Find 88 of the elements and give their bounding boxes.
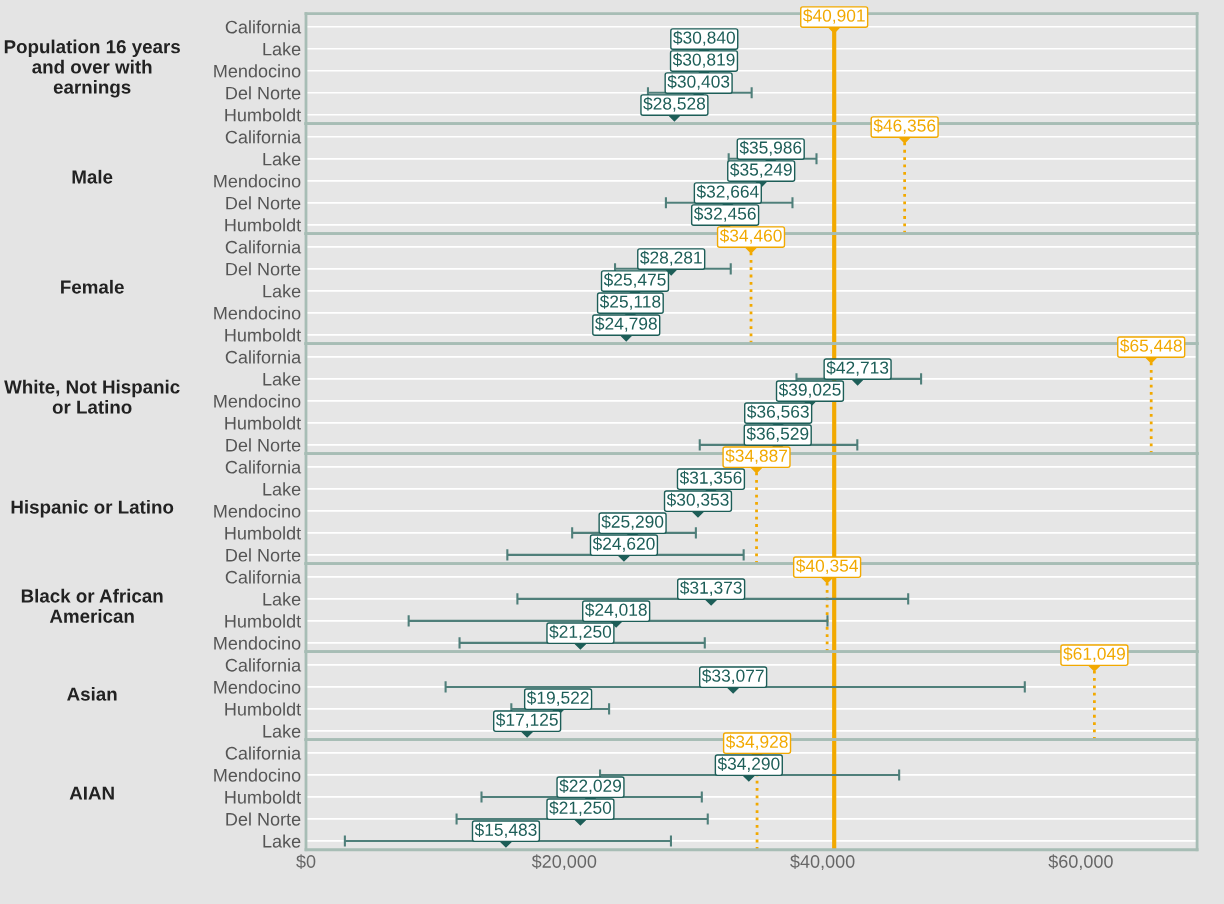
data-label: $21,250 <box>549 800 612 816</box>
y-tick-label: Humboldt <box>225 790 302 804</box>
data-label: $34,928 <box>725 734 788 750</box>
y-tick-label: Lake <box>263 482 301 496</box>
x-tick-label: $40,000 <box>790 854 855 871</box>
y-tick-label: Mendocino <box>214 504 301 518</box>
data-label: $32,456 <box>693 206 756 222</box>
y-tick-label: Mendocino <box>214 174 301 188</box>
y-tick-label: Humboldt <box>225 108 302 122</box>
y-tick-label: California <box>225 240 302 254</box>
y-tick-label: Lake <box>263 592 301 606</box>
data-label: $40,901 <box>803 8 865 24</box>
y-tick-label: Mendocino <box>214 394 301 408</box>
data-label: $22,029 <box>559 778 622 794</box>
data-label: $17,125 <box>495 712 558 728</box>
y-tick-label: Humboldt <box>225 328 302 342</box>
y-tick-label: California <box>225 746 302 760</box>
data-label: $36,563 <box>746 404 809 420</box>
y-tick-label: Mendocino <box>214 306 301 320</box>
y-tick-label: Humboldt <box>225 416 302 430</box>
y-tick-label: Humboldt <box>225 702 302 716</box>
y-tick-label: California <box>225 658 302 672</box>
text: Female <box>61 279 124 294</box>
data-label: $61,049 <box>1063 646 1125 662</box>
data-label: $34,290 <box>717 756 780 772</box>
data-label: $31,356 <box>679 470 742 486</box>
data-label: $30,403 <box>667 74 730 90</box>
y-tick-label: Del Norte <box>226 86 301 100</box>
y-tick-label: Del Norte <box>226 812 301 826</box>
text: Hispanic or Latino <box>11 499 174 518</box>
y-tick-label: Mendocino <box>214 64 301 78</box>
y-tick-label: California <box>225 130 302 144</box>
y-tick-label: Del Norte <box>226 438 301 452</box>
data-label: $34,460 <box>719 228 782 244</box>
data-label: $25,118 <box>599 294 661 310</box>
y-tick-label: Lake <box>263 284 301 298</box>
data-label: $65,448 <box>1120 338 1182 354</box>
y-tick-label: Lake <box>263 724 301 738</box>
data-label: $33,077 <box>701 668 764 684</box>
data-label: $42,713 <box>826 360 889 376</box>
y-tick-label: Lake <box>263 372 301 386</box>
x-tick-label: $20,000 <box>531 854 597 871</box>
data-label: $39,025 <box>778 382 841 398</box>
data-label: $30,819 <box>672 52 735 68</box>
data-label: $36,529 <box>746 426 809 442</box>
data-label: $21,250 <box>549 624 612 640</box>
x-tick-label: $60,000 <box>1048 854 1113 871</box>
data-label: $19,522 <box>526 690 589 706</box>
y-tick-label: California <box>225 20 302 34</box>
data-label: $34,887 <box>725 448 788 464</box>
y-tick-label: California <box>225 570 302 584</box>
data-label: $24,798 <box>595 316 657 332</box>
data-label: $32,664 <box>696 184 759 200</box>
data-label: $30,840 <box>673 30 735 46</box>
data-label: $28,528 <box>643 96 706 112</box>
data-label: $46,356 <box>873 118 936 134</box>
text: AIAN <box>69 786 114 800</box>
y-tick-label: California <box>225 350 302 364</box>
data-label: $30,353 <box>666 492 729 508</box>
text: White, Not Hispanic or Latino <box>4 379 180 414</box>
y-tick-label: Del Norte <box>226 262 301 276</box>
y-tick-label: Humboldt <box>225 614 302 628</box>
text: Population 16 years and over with earnings <box>4 39 180 98</box>
y-tick-label: Lake <box>263 834 301 848</box>
text: Male <box>72 169 113 184</box>
text: Black or African American <box>21 588 163 623</box>
data-label: $35,986 <box>739 140 802 156</box>
y-tick-label: Lake <box>263 42 301 56</box>
text: Asian <box>67 686 117 701</box>
y-tick-label: Humboldt <box>225 526 302 540</box>
data-label: $25,475 <box>603 272 666 288</box>
y-tick-label: Humboldt <box>225 218 302 232</box>
data-label: $24,620 <box>592 536 655 552</box>
y-tick-label: Del Norte <box>226 548 301 562</box>
y-tick-label: Del Norte <box>226 196 301 210</box>
y-tick-label: Lake <box>263 152 301 166</box>
data-label: $31,373 <box>679 580 742 596</box>
data-label: $15,483 <box>474 822 537 838</box>
y-tick-label: Mendocino <box>214 768 301 782</box>
y-tick-label: Mendocino <box>214 680 301 694</box>
data-label: $25,290 <box>601 514 664 530</box>
y-tick-label: California <box>225 460 302 474</box>
x-tick-label: $0 <box>296 854 316 869</box>
y-tick-label: Mendocino <box>214 636 301 650</box>
data-label: $40,354 <box>795 558 859 574</box>
data-label: $28,281 <box>640 250 702 266</box>
data-label: $35,249 <box>730 162 792 178</box>
data-label: $24,018 <box>584 602 647 618</box>
